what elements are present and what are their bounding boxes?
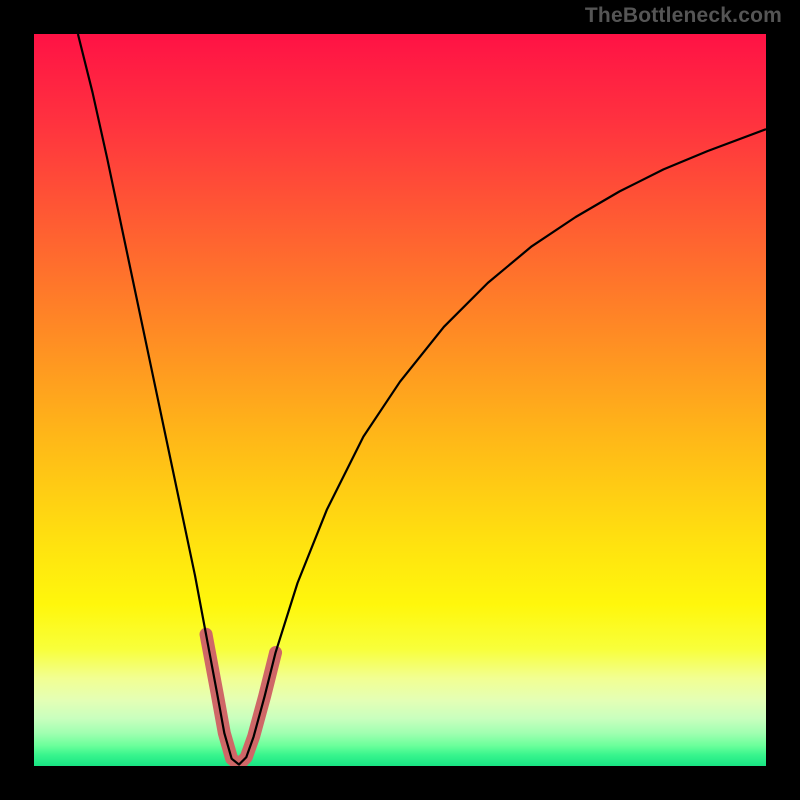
watermark-text: TheBottleneck.com (585, 4, 782, 28)
plot-area (34, 34, 766, 766)
chart-container: TheBottleneck.com (0, 0, 800, 800)
plot-background (34, 34, 766, 766)
plot-svg (34, 34, 766, 766)
